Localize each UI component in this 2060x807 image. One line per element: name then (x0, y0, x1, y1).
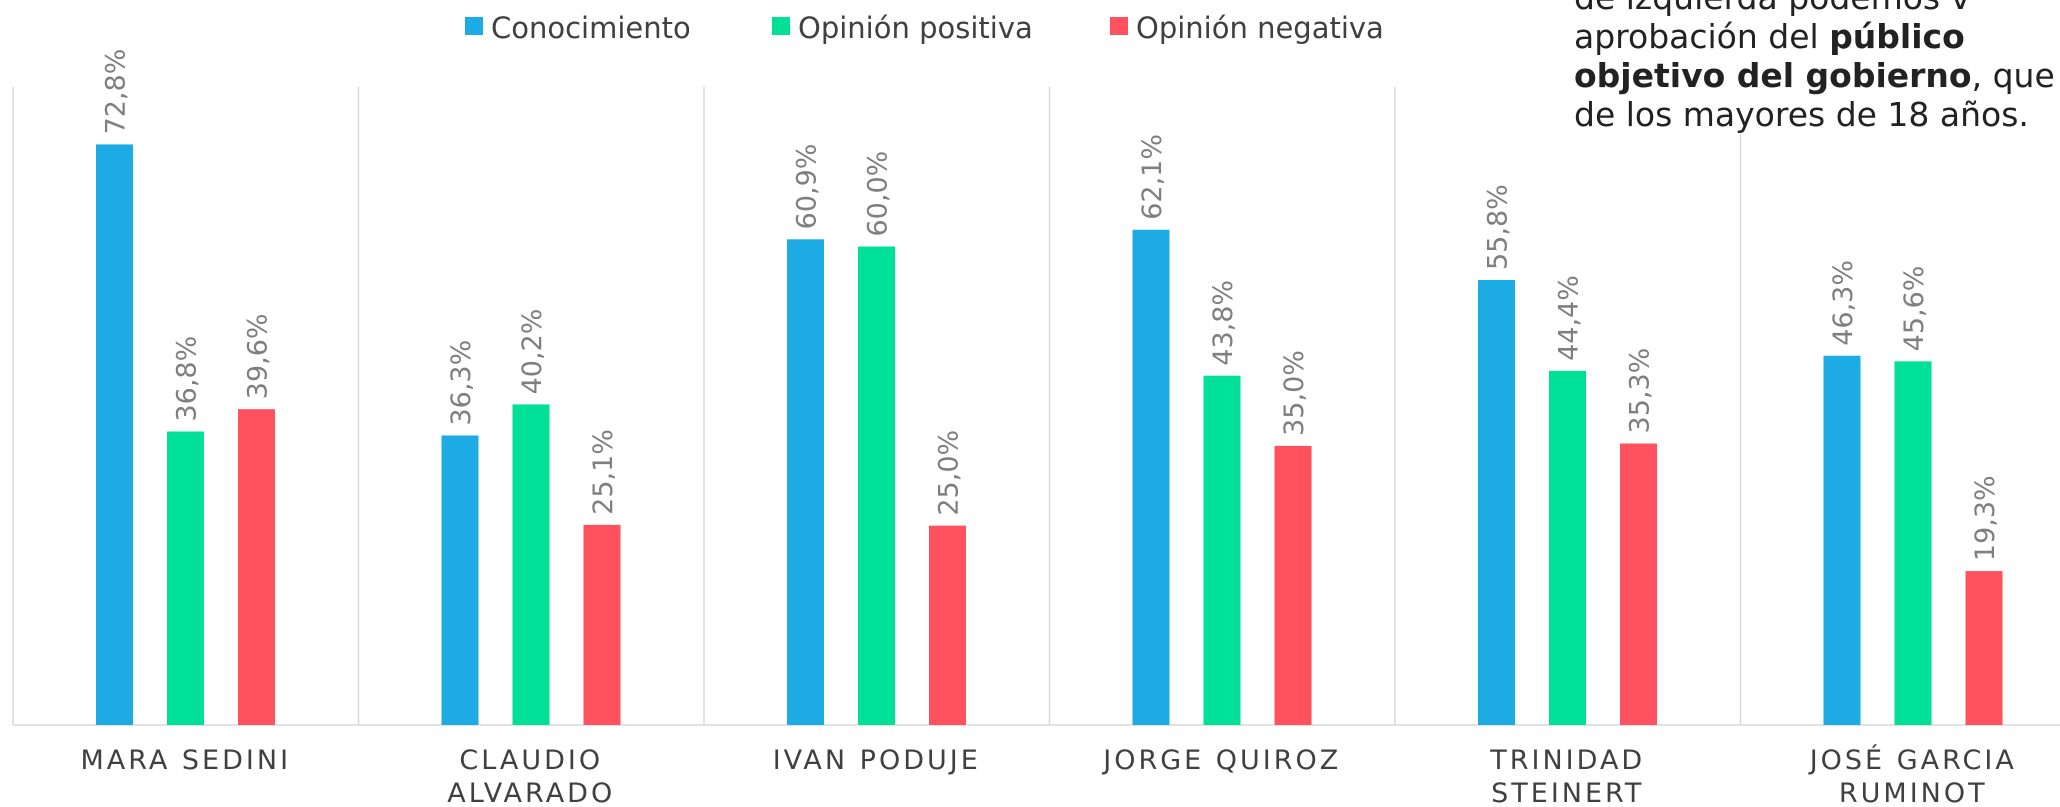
bar (1132, 229, 1170, 725)
bar (929, 525, 966, 725)
bar (583, 524, 621, 725)
value-label: 43,8% (1208, 280, 1239, 366)
annotation-line: de izquierda podemos v (1574, 0, 2060, 17)
bar (1549, 370, 1586, 725)
bar (787, 239, 824, 725)
x-tick-label: TRINIDAD STEINERT (1490, 745, 1646, 807)
x-tick-label: IVAN PODUJE (772, 745, 981, 776)
bar (1274, 445, 1312, 725)
value-label: 72,8% (101, 49, 132, 135)
value-label: 35,3% (1625, 348, 1656, 434)
legend-swatch (772, 17, 790, 35)
bar (1620, 443, 1657, 725)
bar (858, 246, 895, 725)
legend-label: Opinión positiva (798, 11, 1033, 45)
annotation: de izquierda podemos vaprobación del púb… (1560, 0, 2060, 134)
bar (512, 404, 550, 725)
bar (441, 435, 479, 725)
value-label: 36,3% (446, 340, 477, 426)
value-label: 19,3% (1970, 475, 2001, 561)
bar (1823, 355, 1861, 725)
bar (167, 431, 204, 725)
x-tick-label: CLAUDIO ALVARADO (447, 745, 616, 807)
annotation-text: , que (1971, 56, 2055, 95)
annotation-line: objetivo del gobierno, que (1574, 56, 2060, 95)
bar (1894, 361, 1932, 725)
x-tick-label: JOSÉ GARCIA RUMINOT (1809, 745, 2017, 807)
bar (96, 144, 133, 726)
bar (1965, 571, 2003, 725)
legend-swatch (1110, 17, 1128, 35)
annotation-text: objetivo del gobierno (1574, 56, 1972, 95)
value-label: 62,1% (1137, 134, 1168, 220)
value-label: 46,3% (1828, 260, 1859, 346)
value-label: 40,2% (517, 309, 548, 395)
bar (1478, 279, 1515, 725)
value-label: 55,8% (1483, 184, 1514, 270)
annotation-line: aprobación del público (1574, 17, 2060, 56)
legend-label: Conocimiento (491, 11, 691, 45)
value-label: 44,4% (1554, 275, 1585, 361)
legend-swatch (465, 17, 483, 35)
value-label: 36,8% (172, 336, 203, 422)
bar (238, 409, 275, 725)
annotation-text: de los mayores de 18 años. (1574, 95, 2029, 134)
x-tick-label: MARA SEDINI (80, 745, 292, 776)
value-label: 25,1% (588, 429, 619, 515)
value-label: 39,6% (243, 313, 274, 399)
annotation-line: de los mayores de 18 años. (1574, 95, 2060, 134)
value-label: 35,0% (1279, 350, 1310, 436)
x-tick-label: JORGE QUIROZ (1103, 745, 1342, 776)
legend-label: Opinión negativa (1136, 11, 1384, 45)
bar (1203, 375, 1241, 725)
annotation-text: público (1829, 17, 1965, 56)
value-label: 60,0% (863, 151, 894, 237)
annotation-text: aprobación del (1574, 17, 1830, 56)
value-label: 60,9% (792, 144, 823, 230)
value-label: 25,0% (934, 430, 965, 516)
annotation-text: de izquierda podemos v (1574, 0, 1970, 17)
value-label: 45,6% (1899, 266, 1930, 352)
